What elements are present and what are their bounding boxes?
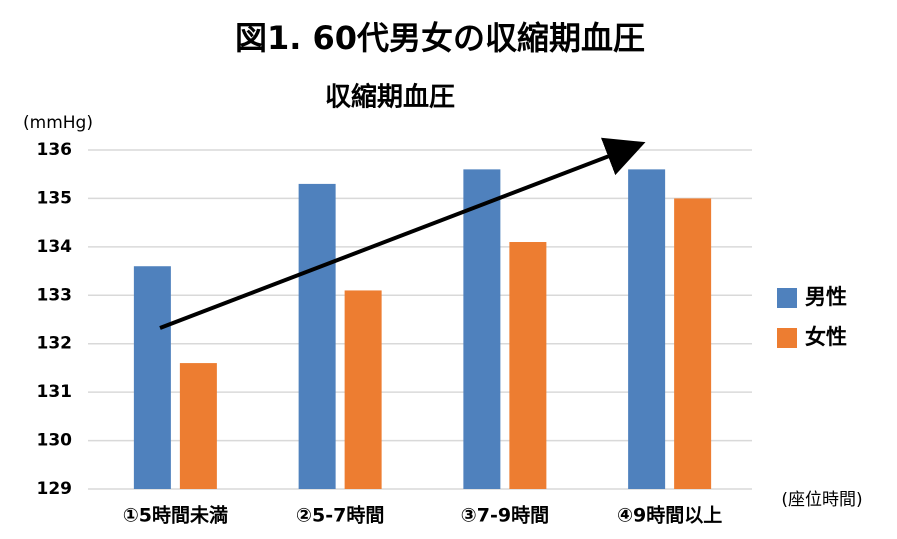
chart-title: 図1. 60代男女の収縮期血圧	[235, 19, 645, 57]
y-tick-label: 133	[37, 285, 73, 305]
legend-swatch	[777, 328, 797, 348]
y-tick-label: 134	[37, 237, 73, 257]
y-tick-label: 135	[37, 188, 73, 208]
bar	[628, 169, 666, 489]
legend-swatch	[777, 288, 797, 308]
y-axis-label: (mmHg)	[23, 113, 93, 133]
y-tick-label: 131	[37, 382, 73, 402]
bar	[674, 198, 712, 489]
legend-label: 女性	[805, 325, 847, 349]
x-tick-label: ②5-7時間	[296, 505, 384, 527]
y-tick-label: 129	[37, 479, 73, 499]
bar	[298, 183, 336, 489]
bar	[133, 266, 171, 489]
y-tick-label: 136	[37, 140, 73, 160]
chart-subtitle: 収縮期血圧	[325, 82, 455, 113]
x-axis-label: (座位時間)	[781, 490, 862, 510]
x-tick-label: ①5時間未満	[123, 504, 228, 527]
trend-arrow	[159, 137, 646, 330]
x-tick-label: ③7-9時間	[461, 505, 549, 527]
y-tick-label: 130	[37, 431, 73, 451]
x-tick-label: ④9時間以上	[617, 505, 722, 527]
legend-label: 男性	[805, 285, 847, 309]
bar	[463, 169, 501, 489]
bar	[509, 242, 547, 489]
y-tick-label: 132	[37, 334, 73, 354]
bar	[344, 290, 382, 489]
bar	[179, 363, 217, 489]
